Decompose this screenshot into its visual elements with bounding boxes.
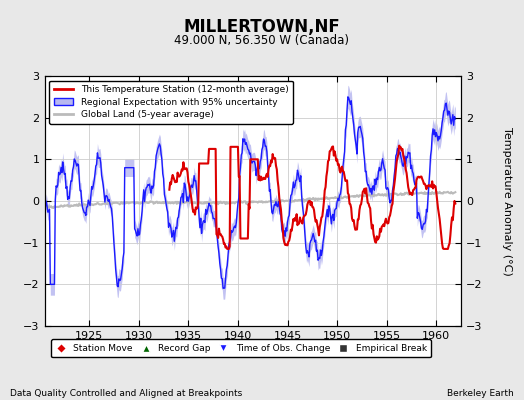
Text: MILLERTOWN,NF: MILLERTOWN,NF — [183, 18, 341, 36]
Text: Data Quality Controlled and Aligned at Breakpoints: Data Quality Controlled and Aligned at B… — [10, 389, 243, 398]
Y-axis label: Temperature Anomaly (°C): Temperature Anomaly (°C) — [502, 127, 512, 275]
Legend: Station Move, Record Gap, Time of Obs. Change, Empirical Break: Station Move, Record Gap, Time of Obs. C… — [51, 340, 431, 358]
Text: 49.000 N, 56.350 W (Canada): 49.000 N, 56.350 W (Canada) — [174, 34, 350, 47]
Legend: This Temperature Station (12-month average), Regional Expectation with 95% uncer: This Temperature Station (12-month avera… — [49, 80, 293, 124]
Text: Berkeley Earth: Berkeley Earth — [447, 389, 514, 398]
